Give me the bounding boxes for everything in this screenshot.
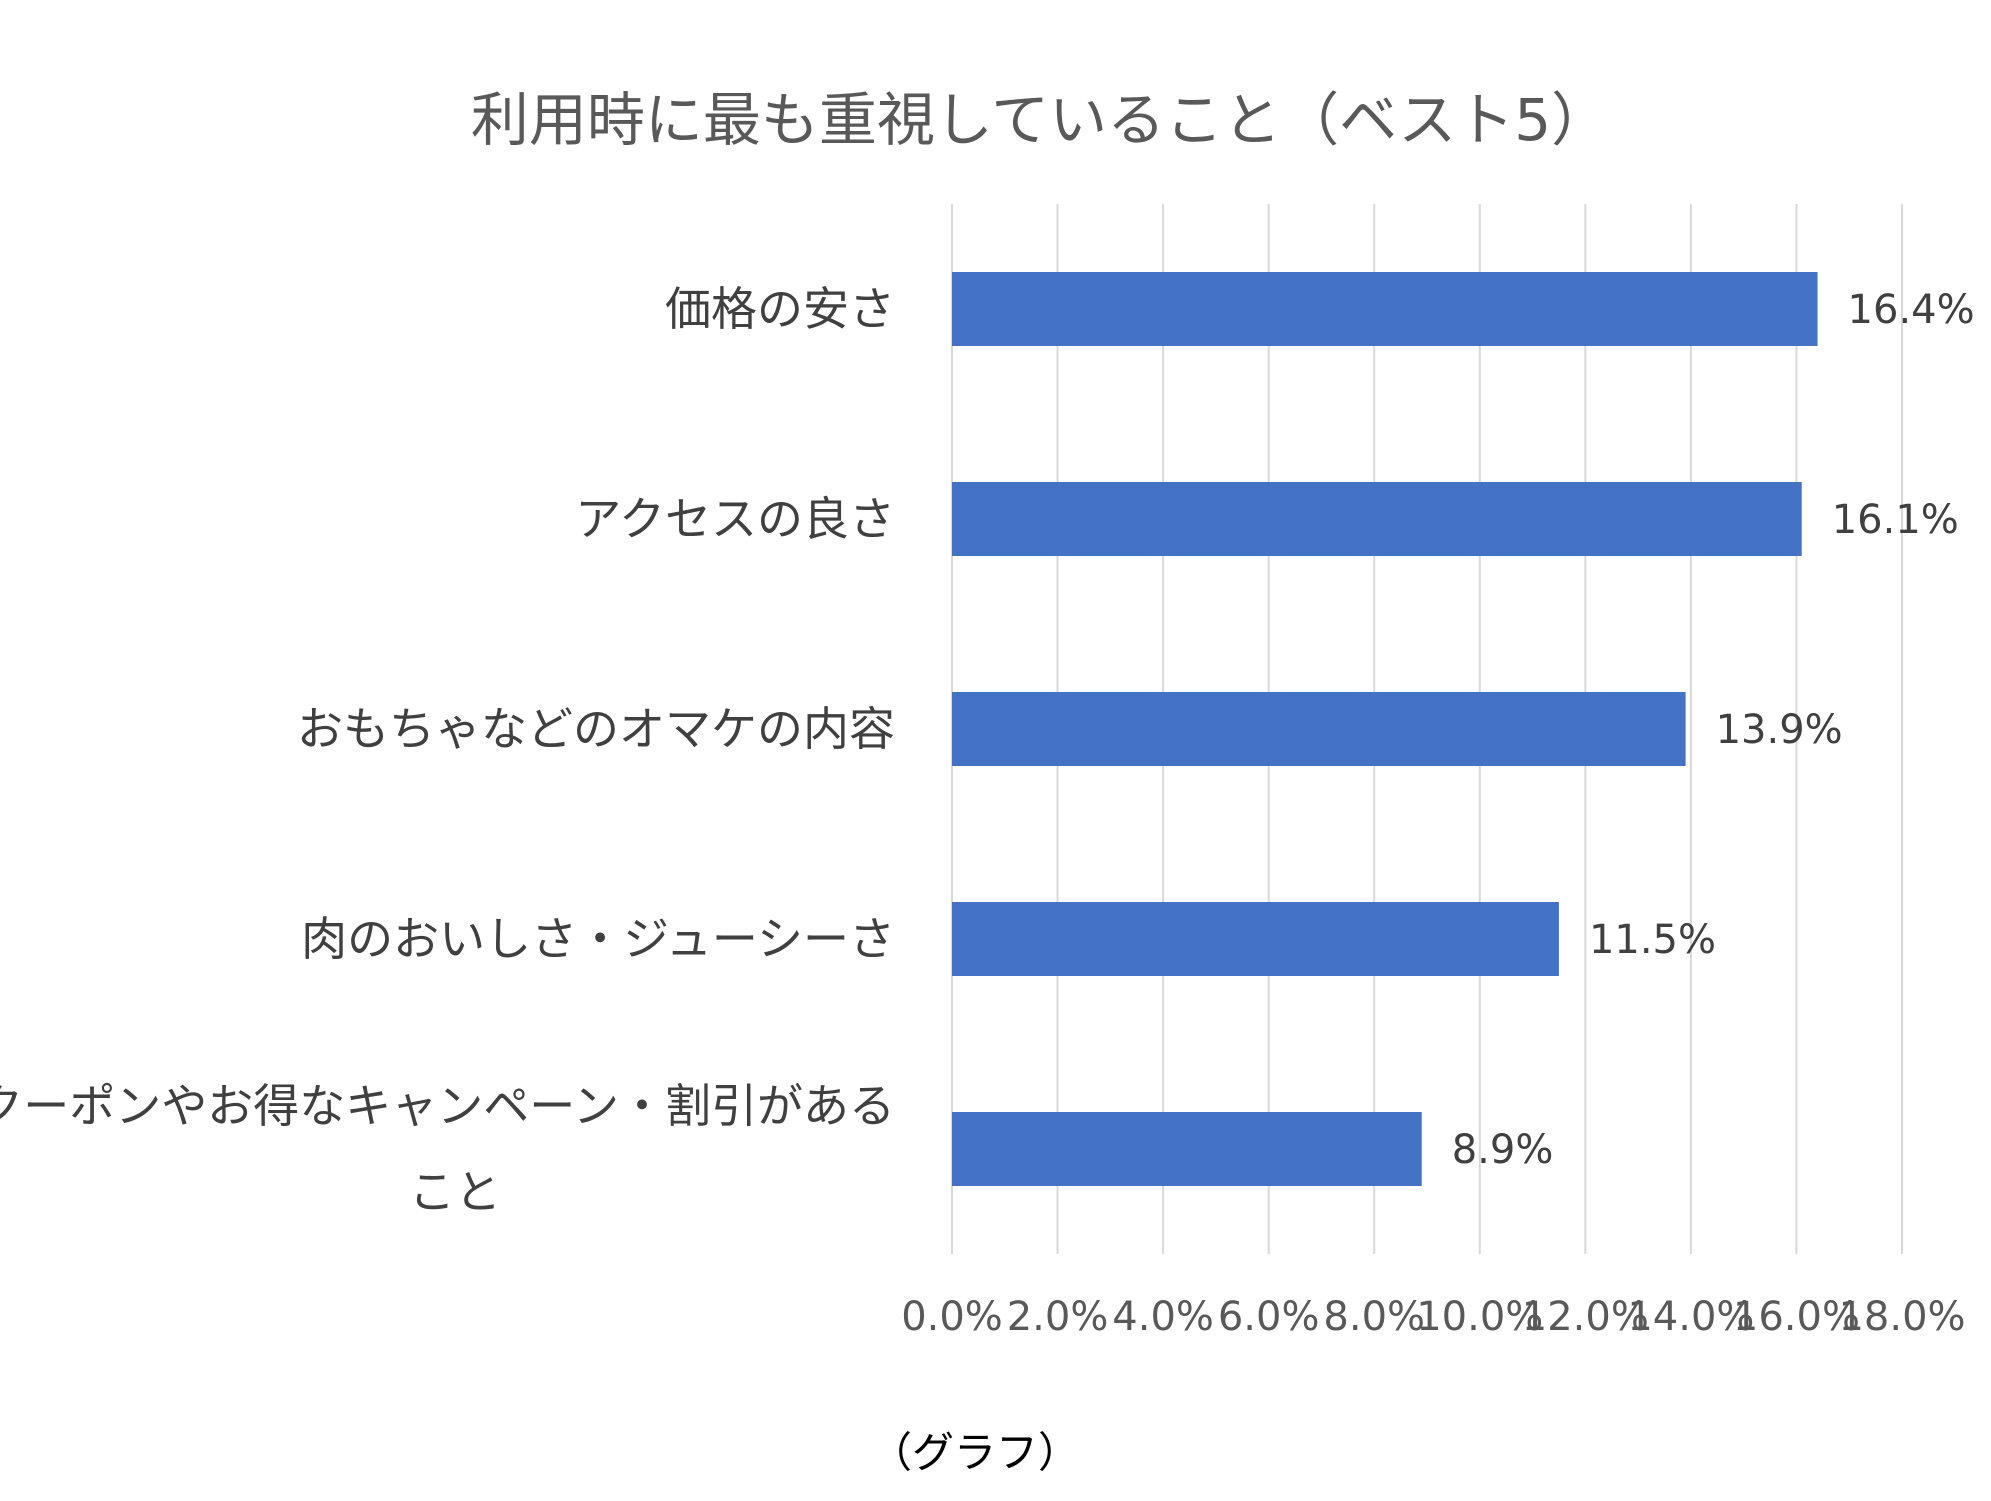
data-label: 16.1%: [1832, 497, 1959, 543]
category-axis: 価格の安さアクセスの良さおもちゃなどのオマケの内容肉のおいしさ・ジューシーさクー…: [0, 282, 895, 1219]
bar: [952, 902, 1559, 976]
data-label: 8.9%: [1452, 1127, 1554, 1173]
category-label: 肉のおいしさ・ジューシーさ: [301, 912, 895, 966]
chart-title: 利用時に最も重視していること（ベスト5）: [471, 86, 1609, 154]
x-tick-label: 10.0%: [1416, 1294, 1543, 1340]
x-tick-label: 4.0%: [1112, 1294, 1214, 1340]
value-axis: 0.0% 2.0% 4.0% 6.0% 8.0%10.0%12.0%14.0%16.0%…: [901, 1294, 1965, 1340]
x-tick-label: 16.0%: [1733, 1294, 1860, 1340]
bar: [952, 1112, 1422, 1186]
x-tick-label: 2.0%: [1007, 1294, 1109, 1340]
graph-caption: （グラフ）: [870, 1428, 1080, 1477]
bar: [952, 692, 1686, 766]
x-tick-label: 0.0%: [901, 1294, 1003, 1340]
x-tick-label: 14.0%: [1627, 1294, 1754, 1340]
x-tick-label: 6.0%: [1218, 1294, 1320, 1340]
bar-series: 16.4% 16.1% 13.9% 11.5% 8.9%: [952, 272, 1975, 1186]
category-label: アクセスの良さ: [575, 492, 895, 546]
category-label: 価格の安さ: [665, 282, 895, 336]
category-label: おもちゃなどのオマケの内容: [297, 702, 895, 756]
category-label: クーポンやお得なキャンペーン・割引があること: [0, 1079, 895, 1219]
data-label: 13.9%: [1716, 707, 1843, 753]
data-label: 16.4%: [1848, 287, 1975, 333]
x-tick-label: 8.0%: [1323, 1294, 1425, 1340]
x-tick-label: 12.0%: [1522, 1294, 1649, 1340]
x-tick-label: 18.0%: [1838, 1294, 1965, 1340]
bar: [952, 482, 1802, 556]
bar: [952, 272, 1818, 346]
data-label: 11.5%: [1589, 917, 1716, 963]
